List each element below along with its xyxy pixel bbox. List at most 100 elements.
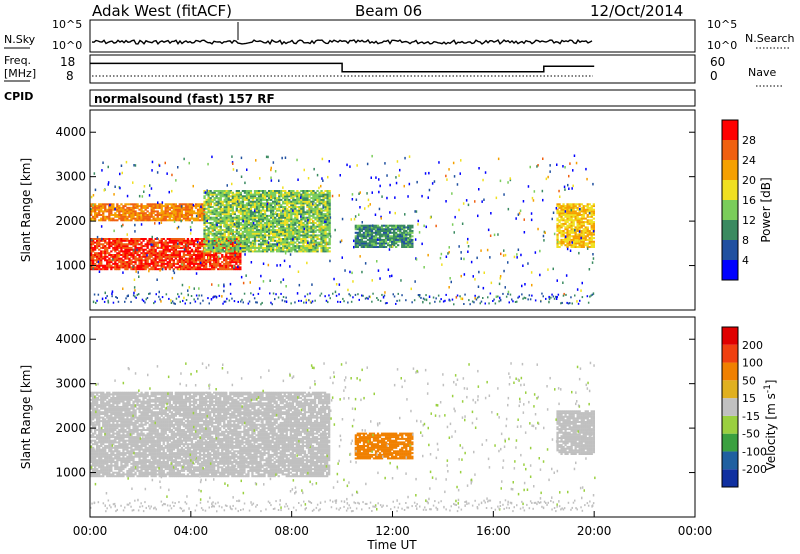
heatmap-cell (168, 238, 171, 240)
heatmap-cell (312, 214, 315, 217)
heatmap-cell (399, 237, 402, 240)
heatmap-cell (203, 218, 206, 221)
heatmap-cell (298, 202, 301, 205)
heatmap-cell (401, 224, 404, 227)
heatmap-cell (570, 226, 573, 229)
heatmap-cell (586, 205, 589, 208)
heatmap-cell (194, 268, 198, 271)
heatmap-cell (562, 205, 565, 208)
heatmap-cell (108, 238, 111, 240)
heatmap-cell (118, 243, 121, 246)
heatmap-cell (188, 250, 192, 253)
heatmap-cell (268, 195, 271, 198)
heatmap-cell (209, 252, 212, 255)
heatmap-cell (255, 198, 259, 201)
heatmap-cell (364, 228, 368, 231)
heatmap-cell (588, 221, 591, 224)
heatmap-cell (306, 204, 309, 207)
heatmap-cell (276, 191, 279, 194)
heatmap-cell (227, 207, 230, 210)
noise-cell (548, 300, 550, 304)
heatmap-cell (292, 232, 295, 235)
heatmap-cell (174, 210, 177, 213)
heatmap-cell (310, 204, 313, 207)
heatmap-cell (225, 218, 228, 221)
heatmap-cell (576, 215, 579, 218)
heatmap-cell (572, 221, 575, 224)
heatmap-cell (263, 216, 267, 219)
heatmap-cell (239, 218, 242, 221)
heatmap-cell (138, 239, 141, 242)
heatmap-cell (166, 243, 169, 246)
heatmap-cell (182, 268, 186, 271)
heatmap-cell (326, 222, 329, 224)
heatmap-cell (290, 239, 293, 242)
heatmap-cell (590, 215, 593, 218)
heatmap-cell (318, 243, 321, 246)
heatmap-cell (178, 214, 181, 216)
heatmap-cell (215, 246, 218, 249)
heatmap-cell (200, 254, 204, 256)
ground-cell (282, 296, 285, 298)
heatmap-cell (358, 228, 361, 231)
heatmap-cell (324, 197, 327, 200)
heatmap-cell (405, 230, 408, 232)
heatmap-cell (278, 191, 281, 194)
heatmap-cell (205, 252, 208, 255)
heatmap-cell (217, 252, 220, 255)
heatmap-cell (366, 224, 370, 227)
noise-cell (276, 202, 278, 205)
heatmap-cell (257, 245, 261, 248)
heatmap-cell (223, 245, 226, 248)
heatmap-cell (148, 205, 151, 208)
heatmap-cell (266, 223, 269, 226)
heatmap-cell (150, 208, 153, 211)
heatmap-cell (116, 268, 119, 271)
heatmap-cell (203, 197, 206, 200)
heatmap-cell (186, 264, 190, 267)
ground-cell (368, 295, 371, 298)
heatmap-cell (233, 238, 236, 240)
heatmap-cell (116, 210, 119, 213)
ground-cell (106, 295, 108, 298)
heatmap-cell (308, 200, 311, 203)
heatmap-cell (576, 224, 579, 227)
heatmap-cell (178, 254, 181, 256)
heatmap-cell (280, 218, 283, 221)
heatmap-cell (233, 197, 236, 200)
heatmap-cell (144, 214, 147, 216)
heatmap-cell (382, 228, 386, 231)
heatmap-cell (294, 216, 297, 219)
noise-cell (403, 184, 405, 188)
noise-cell (230, 232, 233, 235)
heatmap-cell (324, 190, 327, 192)
ground-cell (311, 300, 314, 303)
heatmap-cell (130, 203, 133, 206)
heatmap-cell (200, 238, 204, 240)
heatmap-cell (249, 225, 253, 228)
heatmap-cell (209, 230, 212, 233)
heatmap-cell (294, 195, 297, 198)
heatmap-cell (272, 225, 275, 228)
ground-cell (212, 296, 214, 299)
noise-cell (195, 214, 198, 218)
ground-cell (309, 292, 311, 295)
heatmap-cell (128, 203, 131, 206)
heatmap-cell (324, 230, 327, 233)
heatmap-cell (560, 214, 563, 216)
heatmap-cell (203, 207, 206, 210)
heatmap-cell (326, 211, 329, 214)
heatmap-cell (272, 191, 275, 194)
heatmap-cell (184, 268, 188, 271)
noise-cell (113, 193, 115, 196)
heatmap-cell (322, 200, 325, 203)
heatmap-cell (182, 238, 186, 240)
heatmap-cell (251, 230, 255, 233)
heatmap-cell (92, 239, 95, 242)
heatmap-cell (247, 248, 251, 251)
heatmap-cell (203, 195, 206, 198)
heatmap-cell (308, 211, 311, 214)
heatmap-cell (158, 217, 161, 220)
heatmap-cell (590, 219, 593, 222)
heatmap-cell (158, 257, 161, 260)
